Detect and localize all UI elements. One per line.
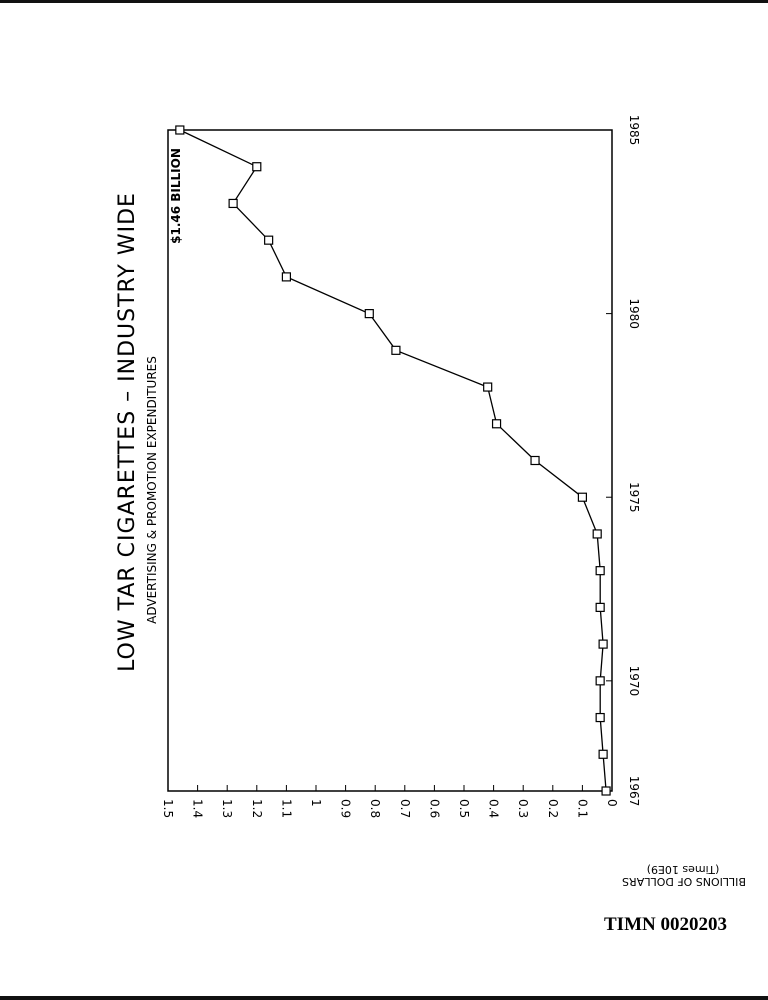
- data-point: [595, 602, 605, 612]
- data-point: [577, 492, 588, 502]
- peak-annotation: $1.46 BILLION: [169, 148, 183, 244]
- y-tick-label: 0.9: [339, 799, 353, 818]
- y-axis-units: (Times 10E9): [647, 863, 720, 876]
- data-point: [281, 272, 291, 282]
- data-point: [391, 345, 401, 355]
- data-point: [175, 125, 185, 135]
- plot-area: 0 0.1 0.2 0.3 0.4 0.5 0.6 0.7 0.8 0.9 1 1.1 1.2 1.3 1.…: [161, 115, 641, 818]
- data-point: [595, 712, 605, 723]
- bottom-border: [0, 996, 768, 1000]
- data-point: [601, 786, 611, 796]
- y-tick-label: 1.3: [220, 799, 234, 818]
- plot-frame: [167, 129, 613, 792]
- y-tick-label: 0.3: [516, 799, 530, 818]
- data-point: [595, 566, 605, 576]
- data-point: [592, 529, 602, 539]
- data-point: [530, 455, 540, 466]
- y-tick-label: 0.8: [368, 799, 382, 818]
- y-tick-label: 0.7: [398, 799, 412, 818]
- y-tick-label: 1: [309, 799, 323, 807]
- x-tick-label: 1975: [627, 482, 641, 513]
- y-tick-label: 0.2: [546, 799, 560, 818]
- top-border: [0, 0, 768, 3]
- data-point: [483, 382, 493, 392]
- y-axis-label: BILLIONS OF DOLLARS: [622, 875, 746, 888]
- x-tick-label: 1985: [627, 115, 641, 146]
- data-point: [491, 419, 502, 429]
- y-tick-label: 0.6: [427, 799, 441, 818]
- data-point: [228, 198, 238, 209]
- data-point: [252, 162, 262, 172]
- chart-title: LOW TAR CIGARETTES – INDUSTRY WIDE: [115, 192, 140, 672]
- x-tick-label: 1967: [627, 776, 641, 807]
- y-tick-label: 1.1: [279, 799, 293, 818]
- x-tick-label: 1970: [627, 666, 641, 697]
- y-tick-label: 0.1: [575, 799, 589, 818]
- x-tick-label: 1980: [627, 298, 641, 329]
- chart-subtitle: ADVERTISING & PROMOTION EXPENDITURES: [145, 356, 159, 624]
- y-tick-label: 0.4: [487, 799, 501, 818]
- y-tick-label: 0: [605, 799, 619, 807]
- y-tick-label: 0.5: [457, 799, 471, 818]
- data-point: [598, 639, 608, 649]
- data-point: [364, 309, 374, 319]
- data-point: [598, 749, 608, 759]
- y-tick-label: 1.5: [161, 799, 175, 818]
- data-point: [595, 676, 605, 686]
- data-point: [264, 235, 274, 245]
- y-tick-label: 1.2: [250, 799, 264, 818]
- series-line: [179, 129, 607, 792]
- document-id: TIMN 0020203: [604, 914, 727, 935]
- y-tick-label: 1.4: [191, 799, 205, 818]
